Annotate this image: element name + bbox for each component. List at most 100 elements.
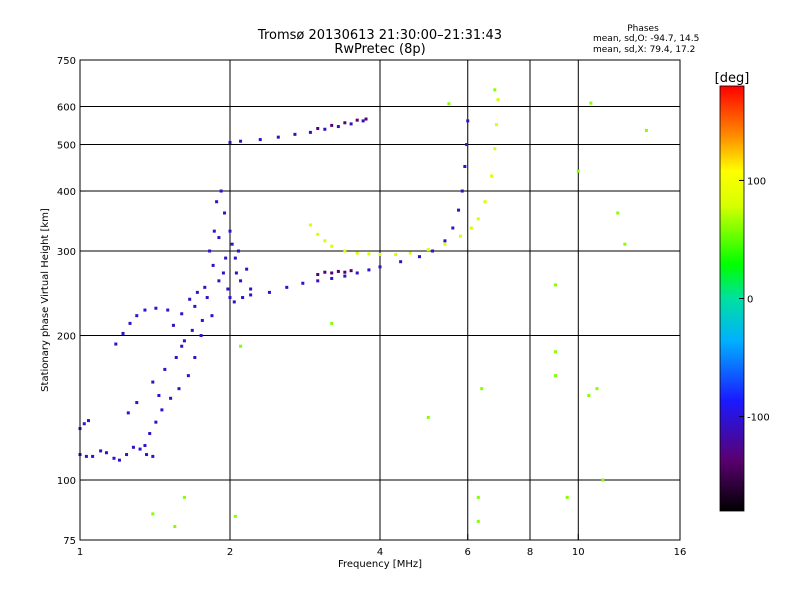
data-point (182, 495, 186, 499)
data-point (616, 211, 620, 215)
chart-title: Tromsø 20130613 21:30:00–21:31:43 (257, 28, 502, 43)
x-tick-label: 6 (465, 547, 471, 558)
data-point (469, 226, 473, 230)
y-tick-label: 500 (57, 141, 76, 152)
data-point (173, 525, 177, 529)
data-points (78, 88, 648, 529)
data-point (205, 296, 209, 300)
x-axis-label: Frequency [MHz] (338, 559, 422, 570)
data-point (431, 249, 435, 253)
data-point (330, 276, 334, 280)
data-point (460, 189, 464, 193)
data-point (135, 314, 139, 318)
data-point (211, 263, 215, 267)
data-point (241, 296, 245, 300)
data-point (212, 229, 216, 233)
data-point (258, 138, 262, 142)
data-point (494, 123, 498, 127)
data-point (171, 323, 175, 327)
data-point (316, 232, 320, 236)
data-point (576, 169, 580, 173)
data-point (343, 270, 347, 274)
data-point (180, 344, 184, 348)
data-point (308, 223, 312, 227)
x-axis-ticks: 1 2 4 6 8 10 16 (77, 534, 686, 558)
data-point (99, 449, 103, 453)
data-point (219, 189, 223, 193)
data-point (476, 217, 480, 221)
data-point (378, 253, 382, 257)
data-point (316, 273, 320, 277)
data-point (138, 447, 142, 451)
data-point (226, 287, 230, 291)
data-point (148, 432, 152, 436)
data-point (493, 147, 497, 151)
data-point (195, 290, 199, 294)
data-point (330, 271, 334, 275)
y-tick-label: 600 (57, 103, 76, 114)
data-point (355, 251, 359, 255)
data-point (480, 387, 484, 391)
data-point (466, 119, 470, 123)
data-point (128, 321, 132, 325)
data-point (193, 355, 197, 359)
data-point (443, 242, 447, 246)
data-point (145, 453, 149, 457)
data-point (232, 300, 236, 304)
y-tick-label: 300 (57, 247, 76, 258)
phases-o-stats: mean, sd,O: -94.7, 14.5 (593, 34, 699, 44)
y-tick-label: 75 (63, 536, 76, 547)
data-point (180, 312, 184, 316)
data-point (293, 132, 297, 136)
y-tick-label: 200 (57, 332, 76, 343)
data-point (364, 117, 368, 121)
data-point (228, 140, 232, 144)
data-point (417, 255, 421, 259)
data-point (426, 248, 430, 252)
data-point (151, 454, 155, 458)
data-point (323, 270, 327, 274)
data-point (200, 318, 204, 322)
data-point (458, 234, 462, 238)
data-point (249, 287, 253, 291)
colorbar-tick-label: 100 (747, 176, 766, 187)
data-point (465, 143, 469, 147)
data-point (330, 321, 334, 325)
data-point (91, 454, 95, 458)
data-point (276, 135, 280, 139)
data-point (343, 121, 347, 125)
chart-subtitle: RwPretec (8p) (334, 42, 425, 57)
data-point (267, 290, 271, 294)
data-point (496, 98, 500, 102)
data-point (82, 422, 86, 426)
data-point (188, 297, 192, 301)
data-point (367, 268, 371, 272)
data-point (336, 125, 340, 129)
data-point (239, 279, 243, 283)
data-point (143, 308, 147, 312)
data-point (203, 285, 207, 289)
data-point (182, 339, 186, 343)
data-point (285, 285, 289, 289)
data-point (233, 256, 237, 260)
data-point (228, 229, 232, 233)
data-point (589, 101, 593, 105)
data-point (323, 127, 327, 131)
data-point (143, 444, 147, 448)
colorbar-tick-label: 0 (747, 295, 753, 306)
y-axis-label: Stationary phase Virtual Height [km] (40, 208, 51, 392)
data-point (228, 296, 232, 300)
grid-lines (80, 60, 680, 540)
colorbar-ticks: 100 0 -100 (739, 176, 770, 424)
data-point (623, 242, 627, 246)
data-point (224, 256, 228, 260)
data-point (223, 211, 227, 215)
data-point (336, 269, 340, 273)
data-point (399, 260, 403, 264)
data-point (126, 411, 130, 415)
y-tick-label: 100 (57, 476, 76, 487)
data-point (151, 512, 155, 516)
data-point (217, 236, 221, 240)
